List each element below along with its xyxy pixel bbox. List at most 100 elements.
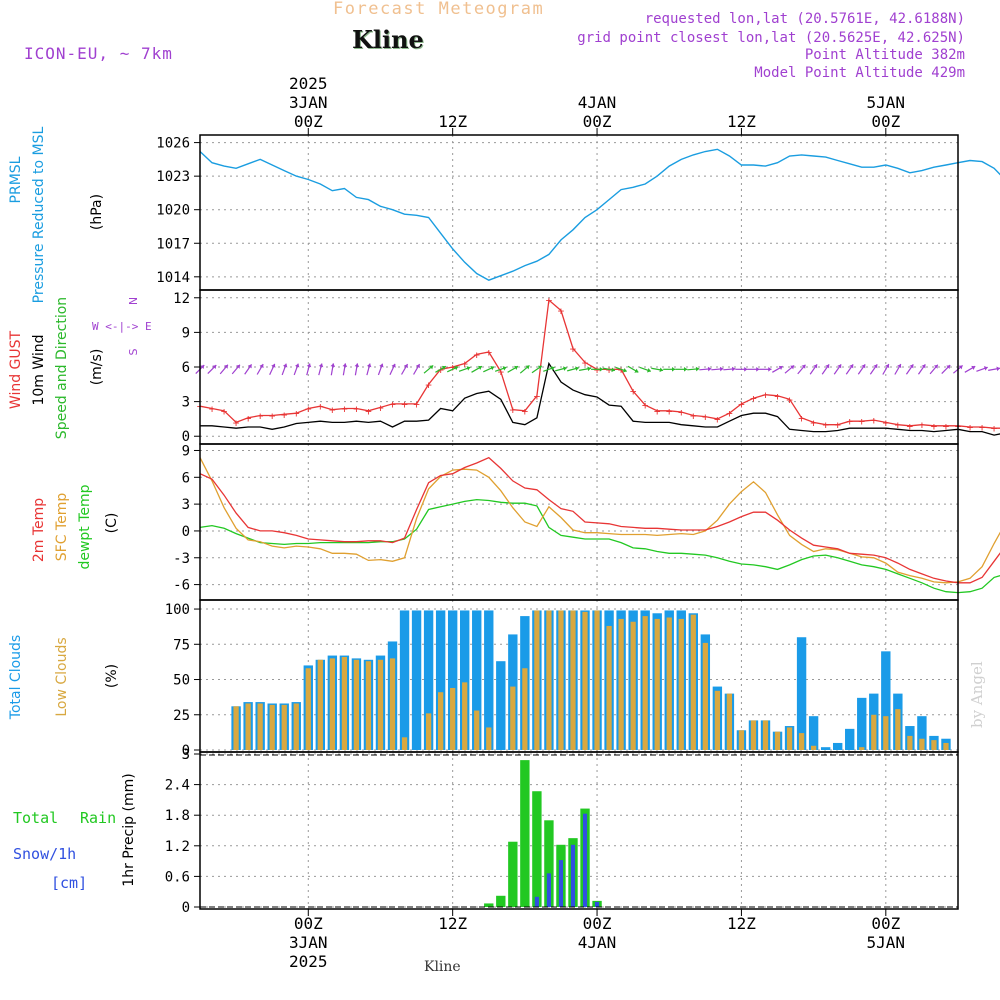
wind-direction-arrow: [845, 364, 854, 375]
low-cloud-bar: [233, 706, 239, 750]
gust-marker: +: [846, 415, 853, 428]
y-tick-label: 0: [182, 524, 190, 540]
low-cloud-bar: [774, 731, 781, 750]
clouds-unit-label: (%): [104, 664, 120, 688]
pressure-line: [199, 148, 1000, 281]
wind-arrow-head: [490, 366, 495, 371]
rain-bar: [508, 841, 518, 907]
wind-arrow-head: [502, 366, 507, 371]
pressure-msl-label: Pressure Reduced to MSL: [31, 126, 47, 303]
gust-marker: +: [738, 398, 745, 411]
wind-arrow-head: [429, 365, 434, 370]
wind-arrow-head: [403, 364, 408, 369]
bottom-time-label: 00Z: [871, 914, 900, 933]
wind-direction-arrow: [401, 363, 409, 375]
low-cloud-bar: [305, 668, 311, 750]
gust-marker: +: [750, 392, 757, 405]
wind-arrow-head: [849, 364, 854, 369]
wind-arrow-head: [719, 366, 724, 372]
gust-marker: +: [714, 413, 721, 426]
wind-direction-arrow: [821, 364, 830, 375]
gust-marker: +: [461, 358, 468, 371]
snow-bar: [570, 844, 576, 907]
wind-direction-arrow: [882, 363, 890, 375]
wind-arrow-head: [646, 368, 651, 373]
gust-marker: +: [702, 411, 709, 424]
gust-marker: +: [870, 414, 877, 427]
wind-direction-arrow: [494, 366, 507, 372]
y-tick-label: 50: [173, 673, 190, 689]
gust-marker: +: [654, 405, 661, 418]
wind-direction-arrow: [929, 364, 939, 375]
chart-title: Forecast Meteogram: [333, 0, 545, 19]
gust-marker: +: [690, 409, 697, 422]
wind-direction-arrow: [330, 363, 336, 376]
gust-marker: +: [413, 398, 420, 411]
y-tick-label: 1.8: [165, 808, 190, 824]
wind-speed-line: [200, 361, 1000, 436]
wind-direction-arrow: [231, 364, 241, 375]
low-cloud-bar: [281, 704, 287, 750]
gust-marker: +: [353, 403, 360, 416]
wind-arrow-head: [224, 364, 228, 369]
low-clouds-label: Low Clouds: [54, 637, 70, 716]
y-tick-label: 0.6: [165, 869, 190, 885]
y-tick-label: 1023: [156, 169, 190, 185]
gust-marker: +: [221, 405, 228, 418]
total-cloud-bar: [857, 697, 867, 750]
y-tick-label: 1026: [156, 136, 190, 152]
bottom-time-label: 00Z: [294, 914, 323, 933]
low-cloud-bar: [642, 616, 648, 750]
wind-arrow-head: [550, 366, 555, 371]
wind-arrow-head: [537, 365, 542, 370]
wind-direction-arrow: [244, 364, 253, 375]
gust-marker: +: [305, 403, 312, 416]
y-tick-label: 12: [173, 291, 190, 307]
gust-marker: +: [281, 408, 288, 421]
wind-arrow-head: [525, 365, 530, 370]
total-cloud-bar: [484, 610, 494, 750]
wind-arrow-head: [477, 365, 482, 370]
y-tick-label: -6: [173, 578, 190, 594]
wind-arrow-head: [756, 366, 760, 372]
gust-marker: +: [943, 420, 950, 433]
wind-arrow-head: [466, 366, 471, 371]
wind-direction-arrow: [723, 366, 736, 372]
model-altitude: Model Point Altitude 429m: [754, 65, 965, 81]
total-cloud-bar: [496, 661, 506, 750]
gust-marker: +: [991, 422, 998, 435]
wind-direction-arrow: [458, 366, 471, 372]
wind-direction-arrow: [342, 363, 348, 376]
low-cloud-bar: [666, 617, 672, 750]
gust-marker: +: [678, 406, 685, 419]
low-cloud-bar: [389, 658, 396, 750]
wind-arrow-head: [306, 363, 312, 368]
wind-arrow-head: [599, 366, 604, 372]
total-cloud-bar: [845, 728, 855, 750]
temp-unit-label: (C): [104, 513, 120, 534]
wind-arrow-head: [342, 363, 348, 367]
snow-bar: [594, 901, 600, 907]
y-tick-label: 1020: [156, 203, 190, 219]
gust-marker: +: [810, 416, 817, 429]
snow-unit-label: [cm]: [51, 874, 87, 892]
wind-arrow-head: [996, 366, 1000, 372]
wind-direction-arrow: [366, 363, 372, 376]
wind-direction-arrow: [857, 364, 866, 375]
wind-direction-arrow: [354, 363, 360, 376]
wind-10m-label: 10m Wind: [31, 334, 47, 405]
wind-direction-arrow: [591, 366, 604, 372]
y-tick-label: 3: [182, 747, 190, 763]
wind-direction-arrow: [567, 366, 579, 372]
gust-marker: +: [546, 294, 553, 307]
low-cloud-bar: [931, 740, 937, 750]
temp-2m-label: 2m Temp: [31, 498, 47, 562]
wind-direction-arrow: [784, 364, 795, 374]
bottom-time-label: 3JAN: [289, 933, 328, 952]
total-cloud-bar: [808, 716, 819, 750]
wind-direction-arrow: [905, 364, 914, 375]
gust-marker: +: [522, 405, 529, 418]
wind-arrow-head: [391, 363, 396, 368]
wind-arrow-head: [611, 367, 615, 373]
gust-marker: +: [762, 389, 769, 402]
